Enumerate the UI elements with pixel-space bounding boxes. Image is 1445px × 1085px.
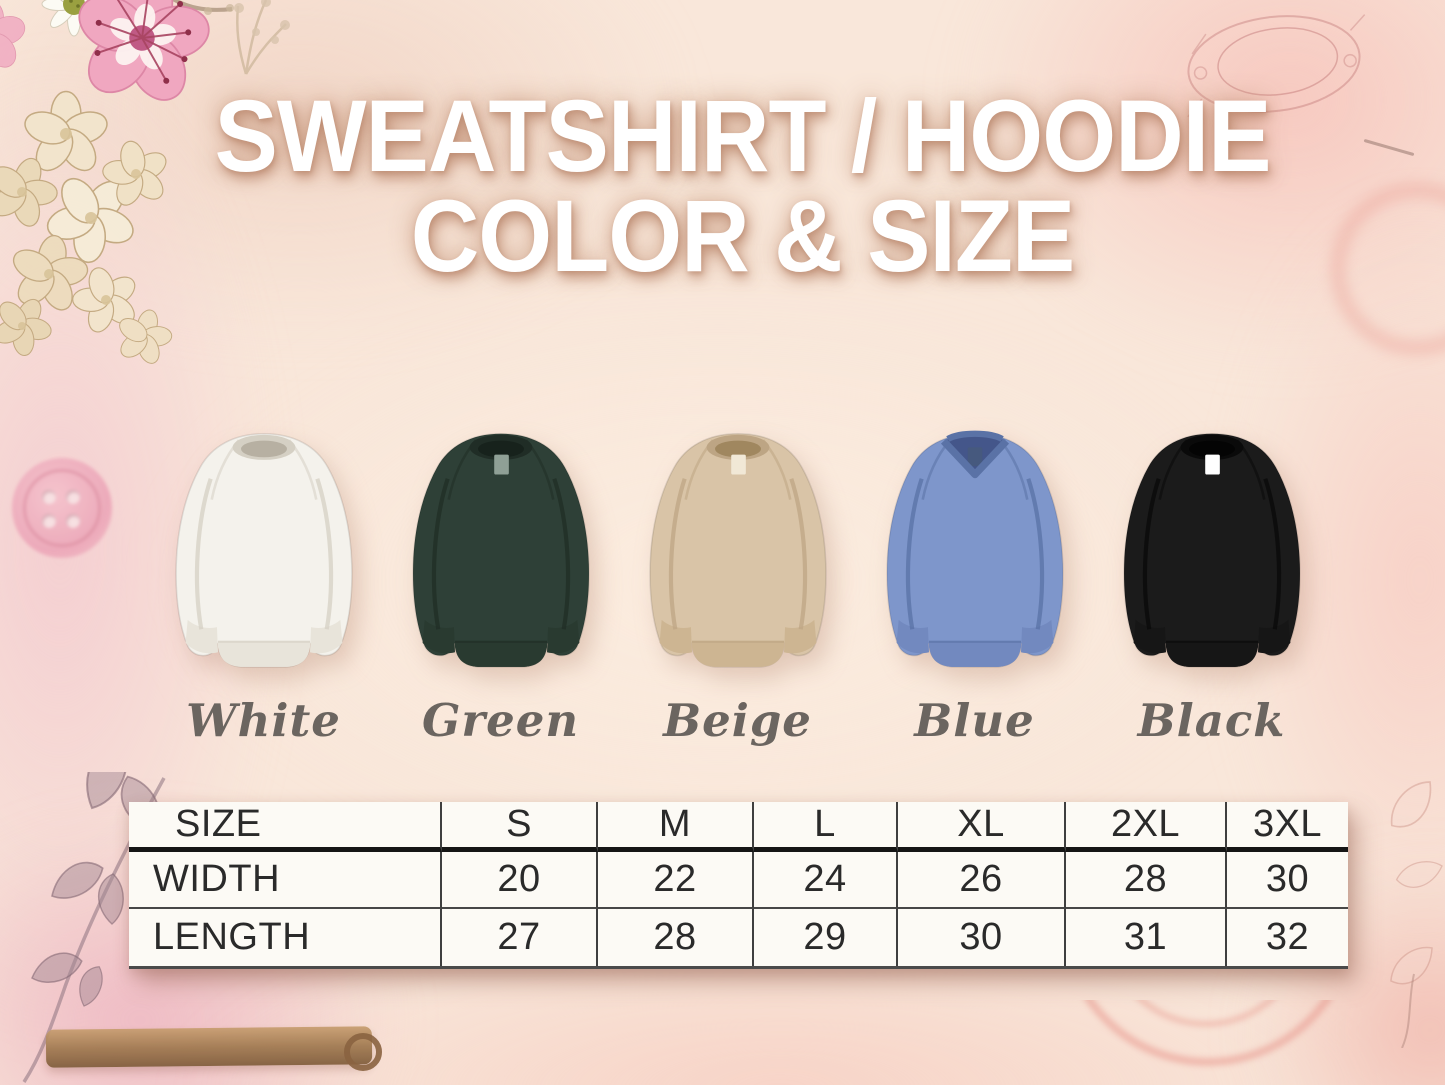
table-cell-width-3xl: 30	[1227, 852, 1348, 909]
sweatshirt-image-beige	[621, 418, 855, 690]
table-cell-length-s: 27	[442, 909, 598, 966]
table-cell-length-l: 29	[754, 909, 898, 966]
sewing-button-decoration	[12, 458, 112, 558]
table-cell-width-2xl: 28	[1066, 852, 1227, 909]
table-cell-length-m: 28	[598, 909, 754, 966]
product-green: Green	[384, 418, 618, 747]
wooden-stick-decoration	[45, 1026, 373, 1068]
table-header-s: S	[442, 802, 598, 852]
daisy-flower	[41, 0, 107, 37]
title-line-2: COLOR & SIZE	[410, 179, 1076, 294]
table-cell-width-xl: 26	[898, 852, 1066, 909]
table-cell-width-s: 20	[442, 852, 598, 909]
table-row-label-width: WIDTH	[129, 852, 442, 909]
sweatshirt-image-green	[384, 418, 618, 690]
size-chart-table: SIZE S M L XL 2XL 3XL WIDTH 20 22 24 26 …	[129, 802, 1348, 969]
table-cell-length-3xl: 32	[1265, 916, 1310, 958]
table-header-size: SIZE	[129, 802, 442, 852]
product-beige: Beige	[621, 418, 855, 747]
sweatshirt-image-white	[147, 418, 381, 690]
table-cell-length-xl: 30	[898, 909, 1066, 966]
table-header-m: M	[598, 802, 754, 852]
color-label-green: Green	[421, 694, 580, 747]
table-header-xl: XL	[898, 802, 1066, 852]
product-blue: Blue	[858, 418, 1092, 747]
color-label-beige: Beige	[663, 694, 812, 747]
color-options-row: White Green Beige	[30, 418, 1445, 747]
color-label-black: Black	[1137, 694, 1286, 747]
title-line-1: SWEATSHIRT / HOODIE	[214, 80, 1272, 194]
table-header-l: L	[754, 802, 898, 852]
sprig-sketch	[236, 0, 287, 75]
product-black: Black	[1095, 418, 1329, 747]
table-header-3xl: 3XL	[1227, 802, 1348, 852]
table-cell-width-m: 22	[598, 852, 754, 909]
page-title: SWEATSHIRT / HOODIE COLOR & SIZE	[20, 80, 1445, 294]
table-cell-width-l: 24	[754, 852, 898, 909]
sweatshirt-image-blue	[858, 418, 1092, 690]
color-label-blue: Blue	[914, 694, 1035, 747]
sweatshirt-image-black	[1095, 418, 1329, 690]
pink-arcs-decoration	[1050, 1000, 1370, 1085]
color-label-white: White	[186, 694, 341, 747]
product-white: White	[147, 418, 381, 747]
table-header-2xl: 2XL	[1066, 802, 1227, 852]
stick-curl-decoration	[344, 1033, 382, 1071]
table-cell-length-2xl: 31	[1066, 909, 1227, 966]
table-row-label-length: LENGTH	[129, 909, 442, 966]
